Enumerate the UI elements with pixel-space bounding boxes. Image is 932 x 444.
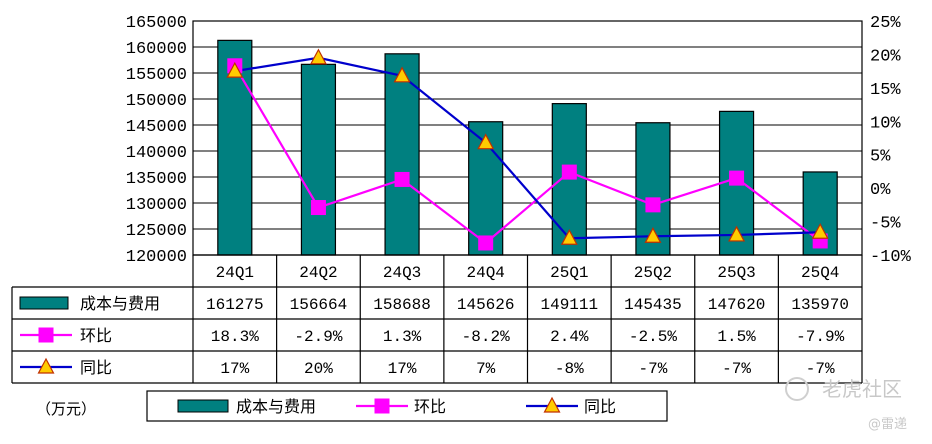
data-label: 1.5% bbox=[717, 328, 756, 346]
watermark-text: 老虎社区 bbox=[822, 377, 902, 401]
line-marker-square bbox=[394, 171, 410, 187]
line-series bbox=[226, 48, 829, 251]
left-axis-tick: 160000 bbox=[126, 40, 187, 59]
data-label: 145626 bbox=[457, 296, 515, 314]
line-marker-triangle bbox=[309, 48, 327, 65]
legend-label: 环比 bbox=[414, 397, 446, 416]
legend: 成本与费用 环比 同比 bbox=[146, 390, 668, 422]
data-label: 17% bbox=[220, 360, 249, 378]
plot-area-border bbox=[192, 20, 863, 256]
line-marker-square bbox=[729, 170, 745, 186]
data-label: 1.3% bbox=[383, 328, 422, 346]
line-marker-square bbox=[310, 200, 326, 216]
data-label: 2.4% bbox=[550, 328, 589, 346]
data-label: -2.9% bbox=[294, 328, 342, 346]
data-label: -7% bbox=[722, 360, 751, 378]
data-label: -8% bbox=[555, 360, 584, 378]
data-label: -2.5% bbox=[629, 328, 677, 346]
bar bbox=[300, 63, 337, 256]
left-axis-tick: 150000 bbox=[126, 92, 187, 111]
line-marker-square bbox=[645, 197, 661, 213]
left-axis-tick: 120000 bbox=[126, 248, 187, 267]
right-axis-tick: 20% bbox=[870, 47, 901, 66]
line-marker-square bbox=[374, 398, 390, 414]
unit-label: （万元） bbox=[36, 400, 96, 418]
data-table: 24Q1 24Q2 24Q3 24Q4 25Q1 25Q2 25Q3 25Q4 成本与费用 161… bbox=[11, 254, 863, 384]
line-marker-triangle bbox=[811, 222, 829, 239]
data-label: 17% bbox=[388, 360, 417, 378]
row-label: 环比 bbox=[80, 326, 112, 345]
watermark-logo-icon bbox=[785, 377, 809, 401]
category-label: 25Q4 bbox=[801, 264, 839, 282]
category-label: 24Q4 bbox=[466, 264, 504, 282]
line-marker-triangle bbox=[393, 66, 411, 83]
line-marker-triangle bbox=[37, 357, 55, 374]
line-marker-triangle bbox=[226, 61, 244, 78]
left-axis-tick: 155000 bbox=[126, 66, 187, 85]
left-axis-tick: 140000 bbox=[126, 144, 187, 163]
row-label: 同比 bbox=[80, 358, 112, 377]
left-axis-tick: 145000 bbox=[126, 118, 187, 137]
right-axis-tick: 15% bbox=[870, 81, 901, 100]
row-label: 成本与费用 bbox=[80, 294, 160, 313]
line-marker-triangle bbox=[728, 225, 746, 242]
watermark-sub: @雷递 bbox=[868, 417, 907, 432]
category-label: 25Q1 bbox=[550, 264, 588, 282]
data-label: 158688 bbox=[373, 296, 431, 314]
left-axis-tick: 135000 bbox=[126, 170, 187, 189]
category-label: 25Q2 bbox=[634, 264, 672, 282]
data-label: 161275 bbox=[206, 296, 264, 314]
right-axis-tick: 0% bbox=[870, 181, 891, 200]
category-label: 24Q2 bbox=[299, 264, 337, 282]
line-marker-square bbox=[478, 235, 494, 251]
data-label: -8.2% bbox=[462, 328, 510, 346]
right-axis-tick: 10% bbox=[870, 114, 901, 133]
line-marker-triangle bbox=[543, 396, 561, 413]
right-axis-tick: -10% bbox=[870, 248, 912, 267]
left-axis-tick: 130000 bbox=[126, 196, 187, 215]
legend-box bbox=[146, 390, 668, 422]
right-axis-tick: 5% bbox=[870, 148, 891, 167]
line-marker-square bbox=[561, 164, 577, 180]
line-marker-triangle bbox=[644, 227, 662, 243]
data-label: 147620 bbox=[708, 296, 766, 314]
data-label: 156664 bbox=[290, 296, 348, 314]
data-label: 20% bbox=[304, 360, 333, 378]
right-axis-tick: 25% bbox=[870, 14, 901, 33]
category-label: 24Q3 bbox=[383, 264, 421, 282]
data-label: 135970 bbox=[791, 296, 849, 314]
category-label: 24Q1 bbox=[216, 264, 254, 282]
data-label: -7.9% bbox=[796, 328, 844, 346]
left-axis-tick: 125000 bbox=[126, 222, 187, 241]
data-label: 149111 bbox=[541, 296, 599, 314]
data-label: 18.3% bbox=[211, 328, 259, 346]
legend-label: 同比 bbox=[584, 397, 616, 416]
line-marker-triangle bbox=[477, 133, 495, 150]
legend-key-bar bbox=[177, 399, 229, 413]
data-label: -7% bbox=[806, 360, 835, 378]
legend-label: 成本与费用 bbox=[236, 397, 316, 416]
series-line bbox=[234, 56, 821, 240]
line-marker-square bbox=[38, 327, 54, 343]
row-key-bar bbox=[19, 296, 69, 310]
left-axis-tick: 165000 bbox=[126, 14, 187, 33]
data-label: -7% bbox=[639, 360, 668, 378]
series-line bbox=[233, 65, 821, 245]
right-axis-tick: -5% bbox=[870, 215, 901, 234]
watermark: 老虎社区 @雷递 bbox=[785, 377, 907, 432]
category-label: 25Q3 bbox=[717, 264, 755, 282]
axes: 120000 125000 130000 135000 140000 145000 1500… bbox=[126, 14, 912, 267]
line-marker-triangle bbox=[560, 229, 578, 245]
data-label: 145435 bbox=[624, 296, 682, 314]
data-label: 7% bbox=[476, 360, 496, 378]
